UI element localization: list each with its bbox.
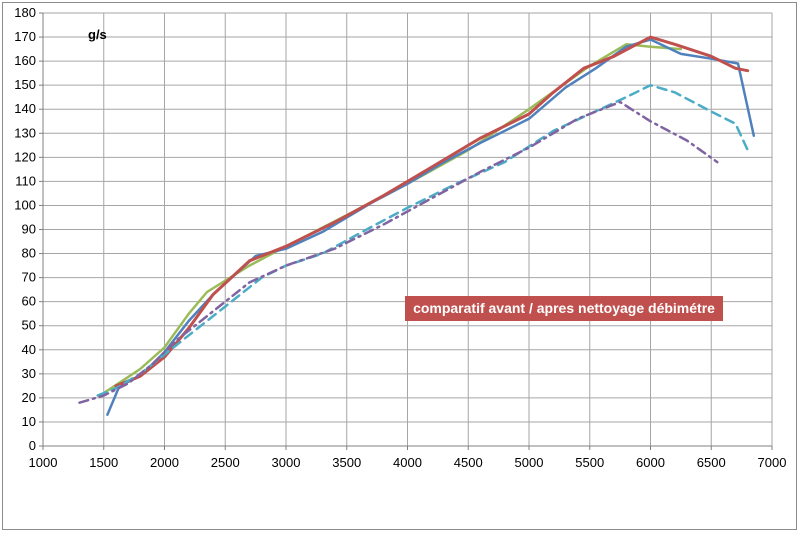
- y-tick-label: 50: [22, 318, 36, 333]
- x-tick-label: 3000: [272, 455, 301, 470]
- x-tick-label: 2500: [211, 455, 240, 470]
- x-tick-label: 5500: [575, 455, 604, 470]
- y-tick-label: 10: [22, 414, 36, 429]
- y-tick-label: 110: [15, 173, 36, 188]
- series-line-cyan-dashed: [96, 83, 749, 397]
- y-tick-label: 140: [14, 101, 36, 116]
- y-tick-label: 40: [22, 342, 36, 357]
- gridlines: [43, 12, 773, 446]
- x-tick-label: 2000: [150, 455, 179, 470]
- y-axis-unit-label: g/s: [88, 27, 107, 42]
- y-tick-label: 0: [29, 438, 36, 453]
- x-tick-label: 4500: [454, 455, 483, 470]
- y-tick-label: 70: [22, 270, 36, 285]
- x-tick-label: 7000: [758, 455, 787, 470]
- y-tick-labels: 0 10 20 30 40 50 60 70 80 90 100 110 120 130 140 150 160…: [14, 5, 36, 453]
- y-tick-label: 30: [22, 366, 36, 381]
- x-tick-label: 4000: [393, 455, 422, 470]
- x-tick-label: 6000: [636, 455, 665, 470]
- y-tick-label: 60: [22, 294, 36, 309]
- y-tick-label: 150: [14, 77, 36, 92]
- series-line-purple-dash-dot: [78, 100, 719, 404]
- series-line-green: [102, 43, 683, 395]
- y-tick-label: 120: [14, 149, 36, 164]
- series-lines: [78, 35, 756, 416]
- y-tick-label: 160: [14, 53, 36, 68]
- y-tick-label: 90: [22, 222, 36, 237]
- y-tick-label: 20: [22, 390, 36, 405]
- y-tick-label: 80: [22, 246, 36, 261]
- series-line-blue: [106, 38, 756, 416]
- x-tick-labels: 1000 1500 2000 2500 3000 3500 4000 4500 5000 5500…: [29, 455, 787, 470]
- x-tick-label: 3500: [332, 455, 361, 470]
- y-tick-label: 100: [14, 197, 36, 212]
- y-tick-label: 170: [14, 29, 36, 44]
- x-tick-label: 5000: [515, 455, 544, 470]
- x-tick-label: 1000: [29, 455, 58, 470]
- series-line-red: [114, 35, 750, 388]
- axes: [39, 12, 773, 450]
- x-tick-label: 6500: [697, 455, 726, 470]
- y-tick-label: 130: [14, 125, 36, 140]
- chart-title-box: comparatif avant / apres nettoyage débim…: [405, 296, 723, 321]
- y-tick-label: 180: [14, 5, 36, 20]
- x-tick-label: 1500: [89, 455, 118, 470]
